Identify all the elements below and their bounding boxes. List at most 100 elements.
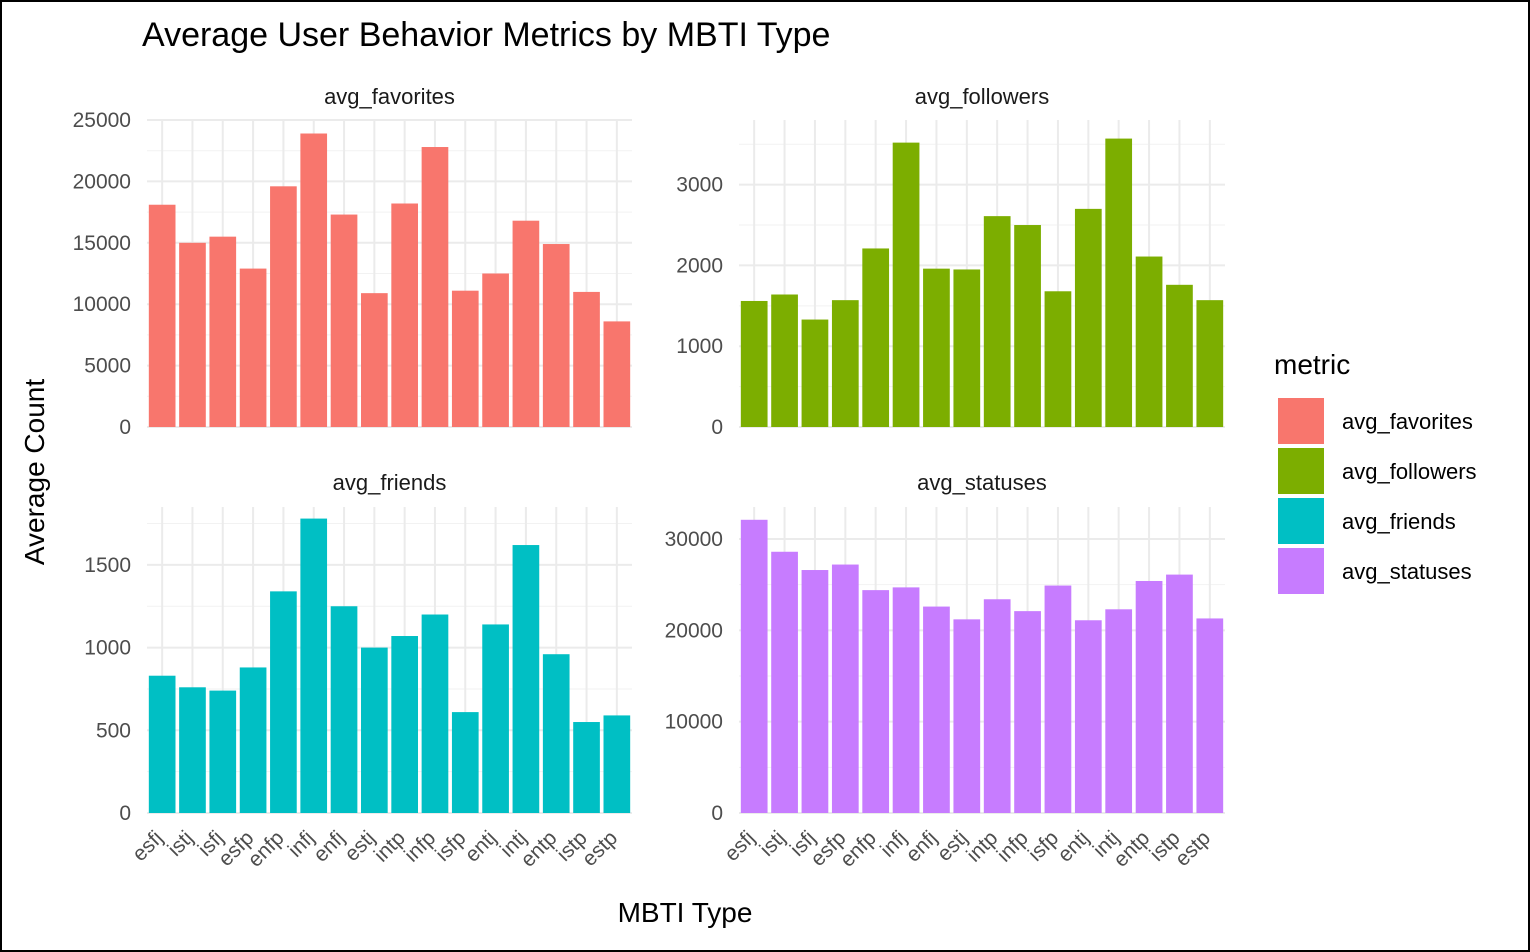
legend-title: metric xyxy=(1274,349,1350,380)
x-tick-label: esfj xyxy=(720,827,759,866)
chart-title: Average User Behavior Metrics by MBTI Ty… xyxy=(142,16,830,54)
bar-avg_followers-esfj xyxy=(740,300,768,427)
bar-avg_statuses-esfp xyxy=(831,564,859,813)
y-tick-label: 20000 xyxy=(665,619,723,642)
bar-avg_favorites-infp xyxy=(421,147,449,428)
legend-label-avg_favorites: avg_favorites xyxy=(1342,409,1473,434)
bar-avg_statuses-isfp xyxy=(1044,585,1072,813)
bar-avg_followers-estj xyxy=(953,269,981,427)
bar-avg_friends-isfp xyxy=(451,712,479,813)
facet-strip-label: avg_friends xyxy=(333,470,447,495)
bar-avg_followers-enfj xyxy=(923,268,950,427)
bar-avg_followers-intp xyxy=(983,216,1011,427)
bar-avg_favorites-enfp xyxy=(270,186,297,427)
bar-avg_followers-isfp xyxy=(1044,291,1072,427)
y-tick-label: 500 xyxy=(96,719,131,742)
facet-strip-label: avg_favorites xyxy=(324,84,455,109)
bar-avg_friends-estj xyxy=(361,647,388,813)
y-tick-label: 0 xyxy=(119,802,131,825)
bar-avg_favorites-esfj xyxy=(148,204,176,427)
bar-avg_followers-isfj xyxy=(801,319,829,427)
x-tick-label: estp xyxy=(578,827,622,871)
x-tick-label: esfj xyxy=(128,827,167,866)
bar-avg_statuses-intp xyxy=(983,599,1011,813)
bar-avg_followers-enfp xyxy=(862,248,890,427)
x-tick-label: enfp xyxy=(836,827,881,872)
bar-avg_friends-intj xyxy=(512,545,540,813)
bar-avg_followers-entp xyxy=(1135,256,1163,427)
legend-swatch-avg_favorites xyxy=(1278,398,1324,444)
x-tick-label: infj xyxy=(876,827,911,862)
y-tick-label: 10000 xyxy=(665,711,723,734)
bar-avg_followers-istj xyxy=(771,294,798,427)
bar-avg_friends-esfj xyxy=(148,675,176,813)
facet-strip-label: avg_followers xyxy=(915,84,1050,109)
x-tick-label: entj xyxy=(1053,827,1093,867)
bar-avg_followers-estp xyxy=(1196,300,1224,427)
x-axis-title: MBTI Type xyxy=(618,897,753,928)
bar-avg_favorites-istp xyxy=(573,291,600,427)
bar-avg_favorites-enfj xyxy=(330,214,358,427)
facet-panels: 0500010000150002000025000avg_favorites01… xyxy=(73,84,1225,872)
facet-strip-label: avg_statuses xyxy=(917,470,1047,495)
bar-avg_friends-enfj xyxy=(330,606,358,813)
bar-avg_followers-infp xyxy=(1014,225,1041,427)
bar-avg_statuses-enfp xyxy=(862,590,890,813)
bar-avg_friends-entp xyxy=(542,654,570,813)
y-tick-label: 1000 xyxy=(84,637,131,660)
panel-avg_statuses: 0100002000030000avg_statusesesfjistjisfj… xyxy=(665,470,1225,872)
legend-label-avg_friends: avg_friends xyxy=(1342,509,1456,534)
y-tick-label: 20000 xyxy=(73,170,131,193)
bar-avg_statuses-estj xyxy=(953,619,981,813)
bar-avg_favorites-estp xyxy=(603,321,631,427)
bar-avg_statuses-entp xyxy=(1135,580,1163,813)
panel-avg_friends: 050010001500avg_friendsesfjistjisfjesfpe… xyxy=(84,470,632,872)
bar-avg_friends-istj xyxy=(179,687,206,813)
y-tick-label: 3000 xyxy=(676,174,723,197)
bar-avg_statuses-isfj xyxy=(801,570,829,813)
y-tick-label: 0 xyxy=(711,802,723,825)
bar-avg_favorites-estj xyxy=(361,293,388,427)
bar-avg_friends-enfp xyxy=(270,591,297,813)
x-tick-label: entj xyxy=(461,827,501,867)
y-tick-label: 30000 xyxy=(665,528,723,551)
bar-avg_statuses-istp xyxy=(1166,574,1193,813)
bar-avg_statuses-infj xyxy=(892,587,920,813)
y-axis-title: Average Count xyxy=(19,379,50,566)
bar-avg_followers-entj xyxy=(1074,208,1102,427)
bar-avg_friends-isfj xyxy=(209,690,237,813)
y-tick-label: 1500 xyxy=(84,554,131,577)
bar-avg_friends-istp xyxy=(573,722,600,813)
bar-avg_favorites-infj xyxy=(300,133,328,427)
bar-avg_statuses-entj xyxy=(1074,620,1102,813)
bar-avg_statuses-enfj xyxy=(923,606,950,813)
x-tick-label: istj xyxy=(755,827,789,861)
panel-avg_followers: 0 1000 2000 3000 avg_followers xyxy=(676,84,1225,439)
bar-avg_followers-istp xyxy=(1166,284,1193,427)
legend-swatch-avg_friends xyxy=(1278,498,1324,544)
legend-swatch-avg_followers xyxy=(1278,448,1324,494)
bar-avg_friends-esfp xyxy=(239,667,267,813)
bar-avg_friends-entj xyxy=(482,624,509,813)
bar-avg_friends-intp xyxy=(391,636,418,813)
legend-label-avg_followers: avg_followers xyxy=(1342,459,1477,484)
x-tick-label: istj xyxy=(163,827,197,861)
bar-avg_favorites-intj xyxy=(512,220,540,427)
bar-avg_favorites-istj xyxy=(179,242,206,427)
legend: metric avg_favorites avg_followers avg_fri… xyxy=(1274,349,1477,594)
y-tick-label: 0 xyxy=(711,416,723,439)
bar-avg_friends-infp xyxy=(421,614,449,813)
y-tick-label: 25000 xyxy=(73,109,131,132)
bar-avg_favorites-entj xyxy=(482,273,509,427)
y-tick-label: 5000 xyxy=(84,355,131,378)
bar-avg_favorites-isfj xyxy=(209,236,237,427)
bar-avg_favorites-entp xyxy=(542,244,570,427)
bar-avg_statuses-esfj xyxy=(740,519,768,813)
bar-avg_statuses-infp xyxy=(1014,611,1041,813)
x-tick-label: infj xyxy=(284,827,319,862)
y-tick-label: 10000 xyxy=(73,293,131,316)
panel-avg_favorites: 0 5000 10000 15000 20000 25000 avg_favorites xyxy=(73,84,632,439)
bar-avg_followers-intj xyxy=(1105,138,1133,427)
